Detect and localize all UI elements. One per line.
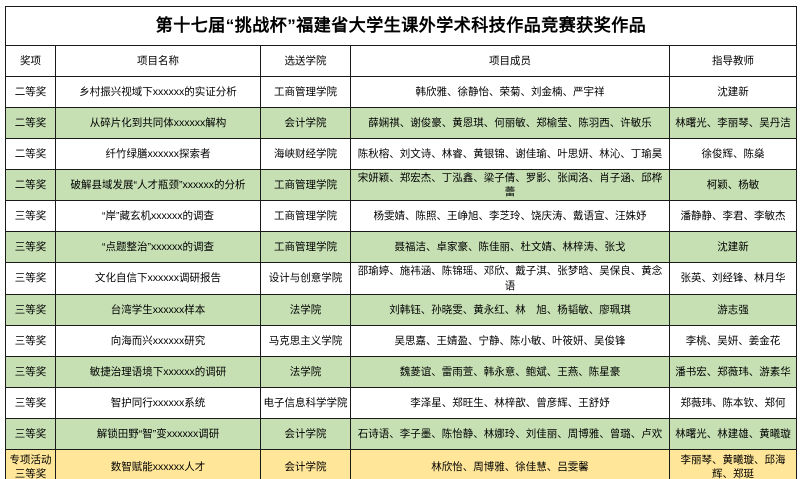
project-name-cell: 向海而兴xxxxxx研究: [55, 324, 261, 357]
advisors-cell: 林曙光、林建雄、黄曦璇: [668, 417, 798, 450]
table-row: 二等奖 纤竹绿膳xxxxxx探索者 海峡财经学院 陈秋榕、刘文诗、林睿、黄银锦、谢佳瑜…: [5, 138, 798, 170]
advisors-cell: 林曙光、李丽琴、吴丹洁: [668, 107, 798, 139]
college-cell: 法学院: [260, 293, 351, 326]
members-cell: 韩欣雅、徐静怡、荣菊、刘金楠、严宇祥: [350, 76, 670, 108]
award-cell: 三等奖: [5, 200, 56, 233]
award-cell: 三等奖: [5, 324, 56, 357]
college-cell: 电子信息科学学院: [260, 386, 351, 419]
award-cell: 三等奖: [5, 386, 56, 419]
award-cell: 三等奖: [5, 417, 56, 450]
members-cell: 宋妍颖、郑宏杰、丁泓鑫、梁子倩、罗影、张闻洛、肖子涵、邱桦蕾: [350, 168, 670, 202]
project-name-cell: 数智赋能xxxxxx人才: [55, 448, 261, 479]
table-row: 三等奖 解锁田野“智”变xxxxxx调研 会计学院 石诗语、李子墨、陈怡静、林娜玲、刘…: [5, 417, 798, 450]
award-cell: 三等奖: [5, 293, 56, 326]
college-cell: 会计学院: [260, 448, 351, 479]
advisors-cell: 郑薇玮、陈本钦、郑何: [668, 386, 798, 419]
college-cell: 设计与创意学院: [260, 262, 351, 295]
column-header-members: 项目成员: [350, 45, 670, 77]
college-cell: 会计学院: [260, 107, 351, 139]
college-cell: 法学院: [260, 355, 351, 388]
project-name-cell: 纤竹绿膳xxxxxx探索者: [55, 138, 261, 170]
project-name-cell: 解锁田野“智”变xxxxxx调研: [55, 417, 261, 450]
members-cell: 魏菱谊、雷雨萱、韩永意、鲍斌、王燕、陈星豪: [350, 355, 670, 388]
advisors-cell: 潘静静、李君、李敏杰: [668, 200, 798, 233]
advisors-cell: 潘书宏、郑薇玮、游素华: [668, 355, 798, 388]
college-cell: 工商管理学院: [260, 200, 351, 233]
members-cell: 薛娴祺、谢俊豪、黄恩琪、何丽敏、郑榆莹、陈羽西、许敏乐: [350, 107, 670, 139]
advisors-cell: 张英、刘经锋、林月华: [668, 262, 798, 295]
project-name-cell: 破解县域发展“人才瓶颈”xxxxxx的分析: [55, 168, 261, 202]
table-row: 专项活动三等奖 数智赋能xxxxxx人才 会计学院 林欣怡、周博雅、徐佳慧、吕雯馨 李丽…: [5, 448, 798, 479]
column-header-project: 项目名称: [55, 45, 261, 77]
page-title: 第十七届“挑战杯”福建省大学生课外学术科技作品竞赛获奖作品: [4, 6, 798, 46]
project-name-cell: 从碎片化到共同体xxxxxx解构: [55, 107, 261, 139]
advisors-cell: 徐俊辉、陈燊: [668, 138, 798, 170]
table-row: 二等奖 乡村振兴视域下xxxxxx的实证分析 工商管理学院 韩欣雅、徐静怡、荣菊、刘金…: [5, 76, 798, 108]
members-cell: 杨雯婧、陈照、王峥旭、李芝玲、饶庆涛、戴语宣、汪姝妤: [350, 200, 670, 233]
award-cell: 二等奖: [5, 138, 56, 170]
project-name-cell: 智护同行xxxxxx系统: [55, 386, 261, 419]
table-row: 三等奖 “岸”藏玄机xxxxxx的调查 工商管理学院 杨雯婧、陈照、王峥旭、李芝玲、饶…: [5, 200, 798, 233]
college-cell: 会计学院: [260, 417, 351, 450]
award-cell: 二等奖: [5, 107, 56, 139]
table-row: 三等奖 智护同行xxxxxx系统 电子信息科学学院 李泽星、郑旺生、林梓歆、曾彦辉、王…: [5, 386, 798, 419]
members-cell: 聂福洁、卓家豪、陈佳丽、杜文婧、林梓涛、张戈: [350, 231, 670, 264]
advisors-cell: 李桃、吴妍、姜金花: [668, 324, 798, 357]
award-cell: 专项活动三等奖: [5, 448, 56, 479]
college-cell: 工商管理学院: [260, 231, 351, 264]
members-cell: 李泽星、郑旺生、林梓歆、曾彦辉、王舒妤: [350, 386, 670, 419]
column-header-award: 奖项: [5, 45, 56, 77]
column-header-college: 选送学院: [260, 45, 351, 77]
members-cell: 刘韩钰、孙晓雯、黄永红、林 旭、杨韬敏、廖珮琪: [350, 293, 670, 326]
table-header-row: 奖项 项目名称 选送学院 项目成员 指导教师: [5, 45, 798, 77]
award-cell: 二等奖: [5, 76, 56, 108]
college-cell: 工商管理学院: [260, 76, 351, 108]
project-name-cell: “点题整治”xxxxxx的调查: [55, 231, 261, 264]
column-header-advisors: 指导教师: [668, 45, 798, 77]
award-table: 第十七届“挑战杯”福建省大学生课外学术科技作品竞赛获奖作品 奖项 项目名称 选送…: [4, 6, 798, 479]
award-cell: 二等奖: [5, 168, 56, 202]
table-row: 三等奖 敏捷治理语境下xxxxxx的调研 法学院 魏菱谊、雷雨萱、韩永意、鲍斌、王燕、…: [5, 355, 798, 388]
table-row: 三等奖 向海而兴xxxxxx研究 马克思主义学院 吴思嘉、王婧盈、宁静、陈小敏、叶筱妍…: [5, 324, 798, 357]
table-row: 三等奖 台湾学生xxxxxx样本 法学院 刘韩钰、孙晓雯、黄永红、林 旭、杨韬敏、廖珮…: [5, 293, 798, 326]
project-name-cell: 敏捷治理语境下xxxxxx的调研: [55, 355, 261, 388]
advisors-cell: 李丽琴、黄曦璇、邱海辉、郑珽: [668, 448, 798, 479]
advisors-cell: 沈建新: [668, 231, 798, 264]
members-cell: 陈秋榕、刘文诗、林睿、黄银锦、谢佳瑜、叶思妍、林沁、丁瑜昊: [350, 138, 670, 170]
award-cell: 三等奖: [5, 231, 56, 264]
table-row: 三等奖 文化自信下xxxxxx调研报告 设计与创意学院 邵瑜婷、施祎涵、陈锦瑶、邓欣、…: [5, 262, 798, 295]
table-row: 三等奖 “点题整治”xxxxxx的调查 工商管理学院 聂福洁、卓家豪、陈佳丽、杜文婧、…: [5, 231, 798, 264]
project-name-cell: 乡村振兴视域下xxxxxx的实证分析: [55, 76, 261, 108]
advisors-cell: 沈建新: [668, 76, 798, 108]
award-cell: 三等奖: [5, 262, 56, 295]
members-cell: 邵瑜婷、施祎涵、陈锦瑶、邓欣、戴子淇、张梦晗、吴保良、黄念语: [350, 262, 670, 295]
project-name-cell: “岸”藏玄机xxxxxx的调查: [55, 200, 261, 233]
advisors-cell: 游志强: [668, 293, 798, 326]
table-row: 二等奖 从碎片化到共同体xxxxxx解构 会计学院 薛娴祺、谢俊豪、黄恩琪、何丽敏、郑…: [5, 107, 798, 139]
members-cell: 石诗语、李子墨、陈怡静、林娜玲、刘佳丽、周博雅、曾璐、卢欢: [350, 417, 670, 450]
members-cell: 吴思嘉、王婧盈、宁静、陈小敏、叶筱妍、吴俊锋: [350, 324, 670, 357]
table-title-row: 第十七届“挑战杯”福建省大学生课外学术科技作品竞赛获奖作品: [4, 6, 798, 46]
college-cell: 工商管理学院: [260, 168, 351, 202]
members-cell: 林欣怡、周博雅、徐佳慧、吕雯馨: [350, 448, 670, 479]
college-cell: 马克思主义学院: [260, 324, 351, 357]
project-name-cell: 文化自信下xxxxxx调研报告: [55, 262, 261, 295]
project-name-cell: 台湾学生xxxxxx样本: [55, 293, 261, 326]
college-cell: 海峡财经学院: [260, 138, 351, 170]
award-cell: 三等奖: [5, 355, 56, 388]
table-row: 二等奖 破解县域发展“人才瓶颈”xxxxxx的分析 工商管理学院 宋妍颖、郑宏杰、丁泓…: [5, 168, 798, 202]
advisors-cell: 柯颖、杨敏: [668, 168, 798, 202]
